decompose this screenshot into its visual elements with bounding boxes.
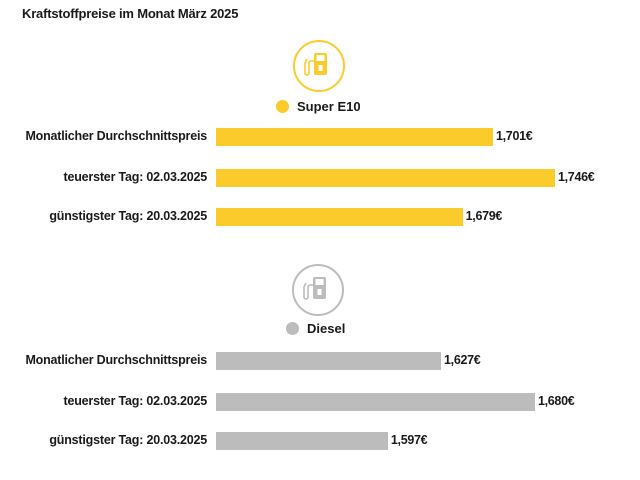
bar-diesel [216, 393, 535, 411]
category-label: teuerster Tag: 02.03.2025 [63, 170, 208, 184]
data-label: 1,679€ [465, 209, 503, 223]
category-label: günstigster Tag: 20.03.2025 [49, 209, 207, 223]
data-label: 1,701€ [495, 129, 533, 143]
fuel-pump-icon [293, 40, 345, 92]
data-label: 1,680€ [537, 394, 575, 408]
category-label: Monatlicher Durchschnittspreis [25, 129, 207, 143]
data-label: 1,746€ [557, 170, 595, 184]
bar-diesel [216, 432, 388, 450]
fuel-pump-icon [292, 264, 344, 316]
legend-diesel: Diesel [286, 321, 345, 336]
category-label: teuerster Tag: 02.03.2025 [63, 394, 208, 408]
data-label: 1,627€ [444, 353, 481, 367]
bar-super-e10 [216, 128, 493, 146]
legend-swatch [286, 322, 299, 335]
data-label: 1,597€ [390, 433, 428, 447]
legend-label: Diesel [307, 321, 346, 336]
legend-label: Super E10 [297, 99, 361, 114]
bar-super-e10 [216, 169, 555, 187]
bar-diesel [216, 352, 442, 370]
bar-super-e10 [216, 208, 463, 226]
legend-swatch [276, 100, 289, 113]
chart-title: Kraftstoffpreise im Monat März 2025 [22, 6, 239, 21]
category-label: Monatlicher Durchschnittspreis [25, 353, 207, 367]
legend-super-e10: Super E10 [276, 99, 361, 114]
category-label: günstigster Tag: 20.03.2025 [49, 433, 207, 447]
